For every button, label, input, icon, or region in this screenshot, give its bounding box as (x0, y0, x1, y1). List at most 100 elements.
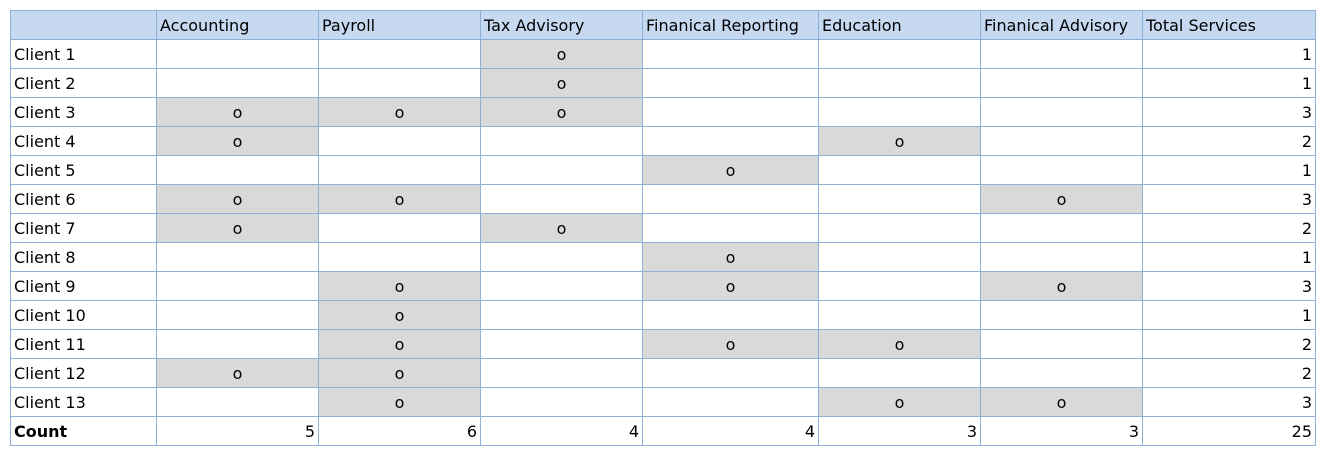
tax-advisory-cell[interactable]: o (480, 39, 643, 69)
financial-advisory-cell[interactable]: o (980, 184, 1143, 214)
tax-advisory-cell[interactable] (480, 184, 643, 214)
financial-reporting-cell[interactable] (642, 358, 819, 388)
header-accounting[interactable]: Accounting (156, 10, 319, 40)
header-financial-advisory[interactable]: Finanical Advisory (980, 10, 1143, 40)
client-name-cell[interactable]: Client 13 (10, 387, 157, 417)
total-services-cell[interactable]: 1 (1142, 39, 1316, 69)
education-cell[interactable] (818, 300, 981, 330)
financial-reporting-cell[interactable] (642, 387, 819, 417)
client-name-cell[interactable]: Client 6 (10, 184, 157, 214)
total-services-cell[interactable]: 2 (1142, 329, 1316, 359)
financial-reporting-cell[interactable] (642, 39, 819, 69)
payroll-cell[interactable] (318, 213, 481, 243)
payroll-cell[interactable] (318, 39, 481, 69)
accounting-cell[interactable] (156, 329, 319, 359)
tax-advisory-cell[interactable] (480, 126, 643, 156)
accounting-cell[interactable]: o (156, 184, 319, 214)
payroll-cell[interactable]: o (318, 358, 481, 388)
financial-advisory-cell[interactable] (980, 97, 1143, 127)
payroll-cell[interactable]: o (318, 271, 481, 301)
education-cell[interactable]: o (818, 329, 981, 359)
count-payroll[interactable]: 6 (318, 416, 481, 446)
total-services-cell[interactable]: 1 (1142, 68, 1316, 98)
financial-reporting-cell[interactable] (642, 213, 819, 243)
count-financial-advisory[interactable]: 3 (980, 416, 1143, 446)
tax-advisory-cell[interactable] (480, 271, 643, 301)
client-name-cell[interactable]: Client 10 (10, 300, 157, 330)
client-name-cell[interactable]: Client 4 (10, 126, 157, 156)
financial-reporting-cell[interactable]: o (642, 242, 819, 272)
header-financial-reporting[interactable]: Finanical Reporting (642, 10, 819, 40)
total-services-cell[interactable]: 2 (1142, 358, 1316, 388)
tax-advisory-cell[interactable]: o (480, 213, 643, 243)
payroll-cell[interactable]: o (318, 387, 481, 417)
financial-reporting-cell[interactable] (642, 300, 819, 330)
payroll-cell[interactable]: o (318, 97, 481, 127)
tax-advisory-cell[interactable] (480, 329, 643, 359)
total-services-cell[interactable]: 3 (1142, 97, 1316, 127)
education-cell[interactable] (818, 39, 981, 69)
header-education[interactable]: Education (818, 10, 981, 40)
total-services-cell[interactable]: 2 (1142, 213, 1316, 243)
financial-advisory-cell[interactable] (980, 358, 1143, 388)
accounting-cell[interactable] (156, 271, 319, 301)
header-total-services[interactable]: Total Services (1142, 10, 1316, 40)
accounting-cell[interactable] (156, 387, 319, 417)
education-cell[interactable] (818, 242, 981, 272)
client-name-cell[interactable]: Client 11 (10, 329, 157, 359)
count-education[interactable]: 3 (818, 416, 981, 446)
financial-advisory-cell[interactable] (980, 300, 1143, 330)
tax-advisory-cell[interactable] (480, 155, 643, 185)
tax-advisory-cell[interactable] (480, 387, 643, 417)
client-name-cell[interactable]: Client 8 (10, 242, 157, 272)
client-name-cell[interactable]: Client 12 (10, 358, 157, 388)
total-services-cell[interactable]: 1 (1142, 242, 1316, 272)
education-cell[interactable] (818, 184, 981, 214)
education-cell[interactable] (818, 358, 981, 388)
payroll-cell[interactable]: o (318, 329, 481, 359)
accounting-cell[interactable] (156, 300, 319, 330)
total-services-cell[interactable]: 3 (1142, 271, 1316, 301)
education-cell[interactable] (818, 68, 981, 98)
total-services-cell[interactable]: 3 (1142, 184, 1316, 214)
financial-advisory-cell[interactable]: o (980, 387, 1143, 417)
total-services-cell[interactable]: 3 (1142, 387, 1316, 417)
client-name-cell[interactable]: Client 7 (10, 213, 157, 243)
financial-advisory-cell[interactable] (980, 155, 1143, 185)
payroll-cell[interactable] (318, 242, 481, 272)
client-name-cell[interactable]: Client 2 (10, 68, 157, 98)
total-services-cell[interactable]: 1 (1142, 300, 1316, 330)
payroll-cell[interactable] (318, 126, 481, 156)
accounting-cell[interactable] (156, 155, 319, 185)
count-tax-advisory[interactable]: 4 (480, 416, 643, 446)
accounting-cell[interactable]: o (156, 358, 319, 388)
client-name-cell[interactable]: Client 1 (10, 39, 157, 69)
tax-advisory-cell[interactable] (480, 300, 643, 330)
client-name-cell[interactable]: Client 3 (10, 97, 157, 127)
payroll-cell[interactable]: o (318, 184, 481, 214)
payroll-cell[interactable] (318, 155, 481, 185)
payroll-cell[interactable]: o (318, 300, 481, 330)
tax-advisory-cell[interactable] (480, 358, 643, 388)
accounting-cell[interactable] (156, 39, 319, 69)
tax-advisory-cell[interactable]: o (480, 68, 643, 98)
count-label[interactable]: Count (10, 416, 157, 446)
tax-advisory-cell[interactable]: o (480, 97, 643, 127)
financial-advisory-cell[interactable] (980, 242, 1143, 272)
financial-reporting-cell[interactable]: o (642, 271, 819, 301)
client-name-cell[interactable]: Client 5 (10, 155, 157, 185)
header-tax-advisory[interactable]: Tax Advisory (480, 10, 643, 40)
education-cell[interactable] (818, 155, 981, 185)
count-accounting[interactable]: 5 (156, 416, 319, 446)
total-services-cell[interactable]: 2 (1142, 126, 1316, 156)
education-cell[interactable] (818, 213, 981, 243)
client-name-cell[interactable]: Client 9 (10, 271, 157, 301)
financial-reporting-cell[interactable]: o (642, 329, 819, 359)
financial-advisory-cell[interactable] (980, 213, 1143, 243)
financial-reporting-cell[interactable] (642, 68, 819, 98)
financial-reporting-cell[interactable] (642, 126, 819, 156)
header-payroll[interactable]: Payroll (318, 10, 481, 40)
education-cell[interactable]: o (818, 126, 981, 156)
total-services-cell[interactable]: 1 (1142, 155, 1316, 185)
count-total[interactable]: 25 (1142, 416, 1316, 446)
